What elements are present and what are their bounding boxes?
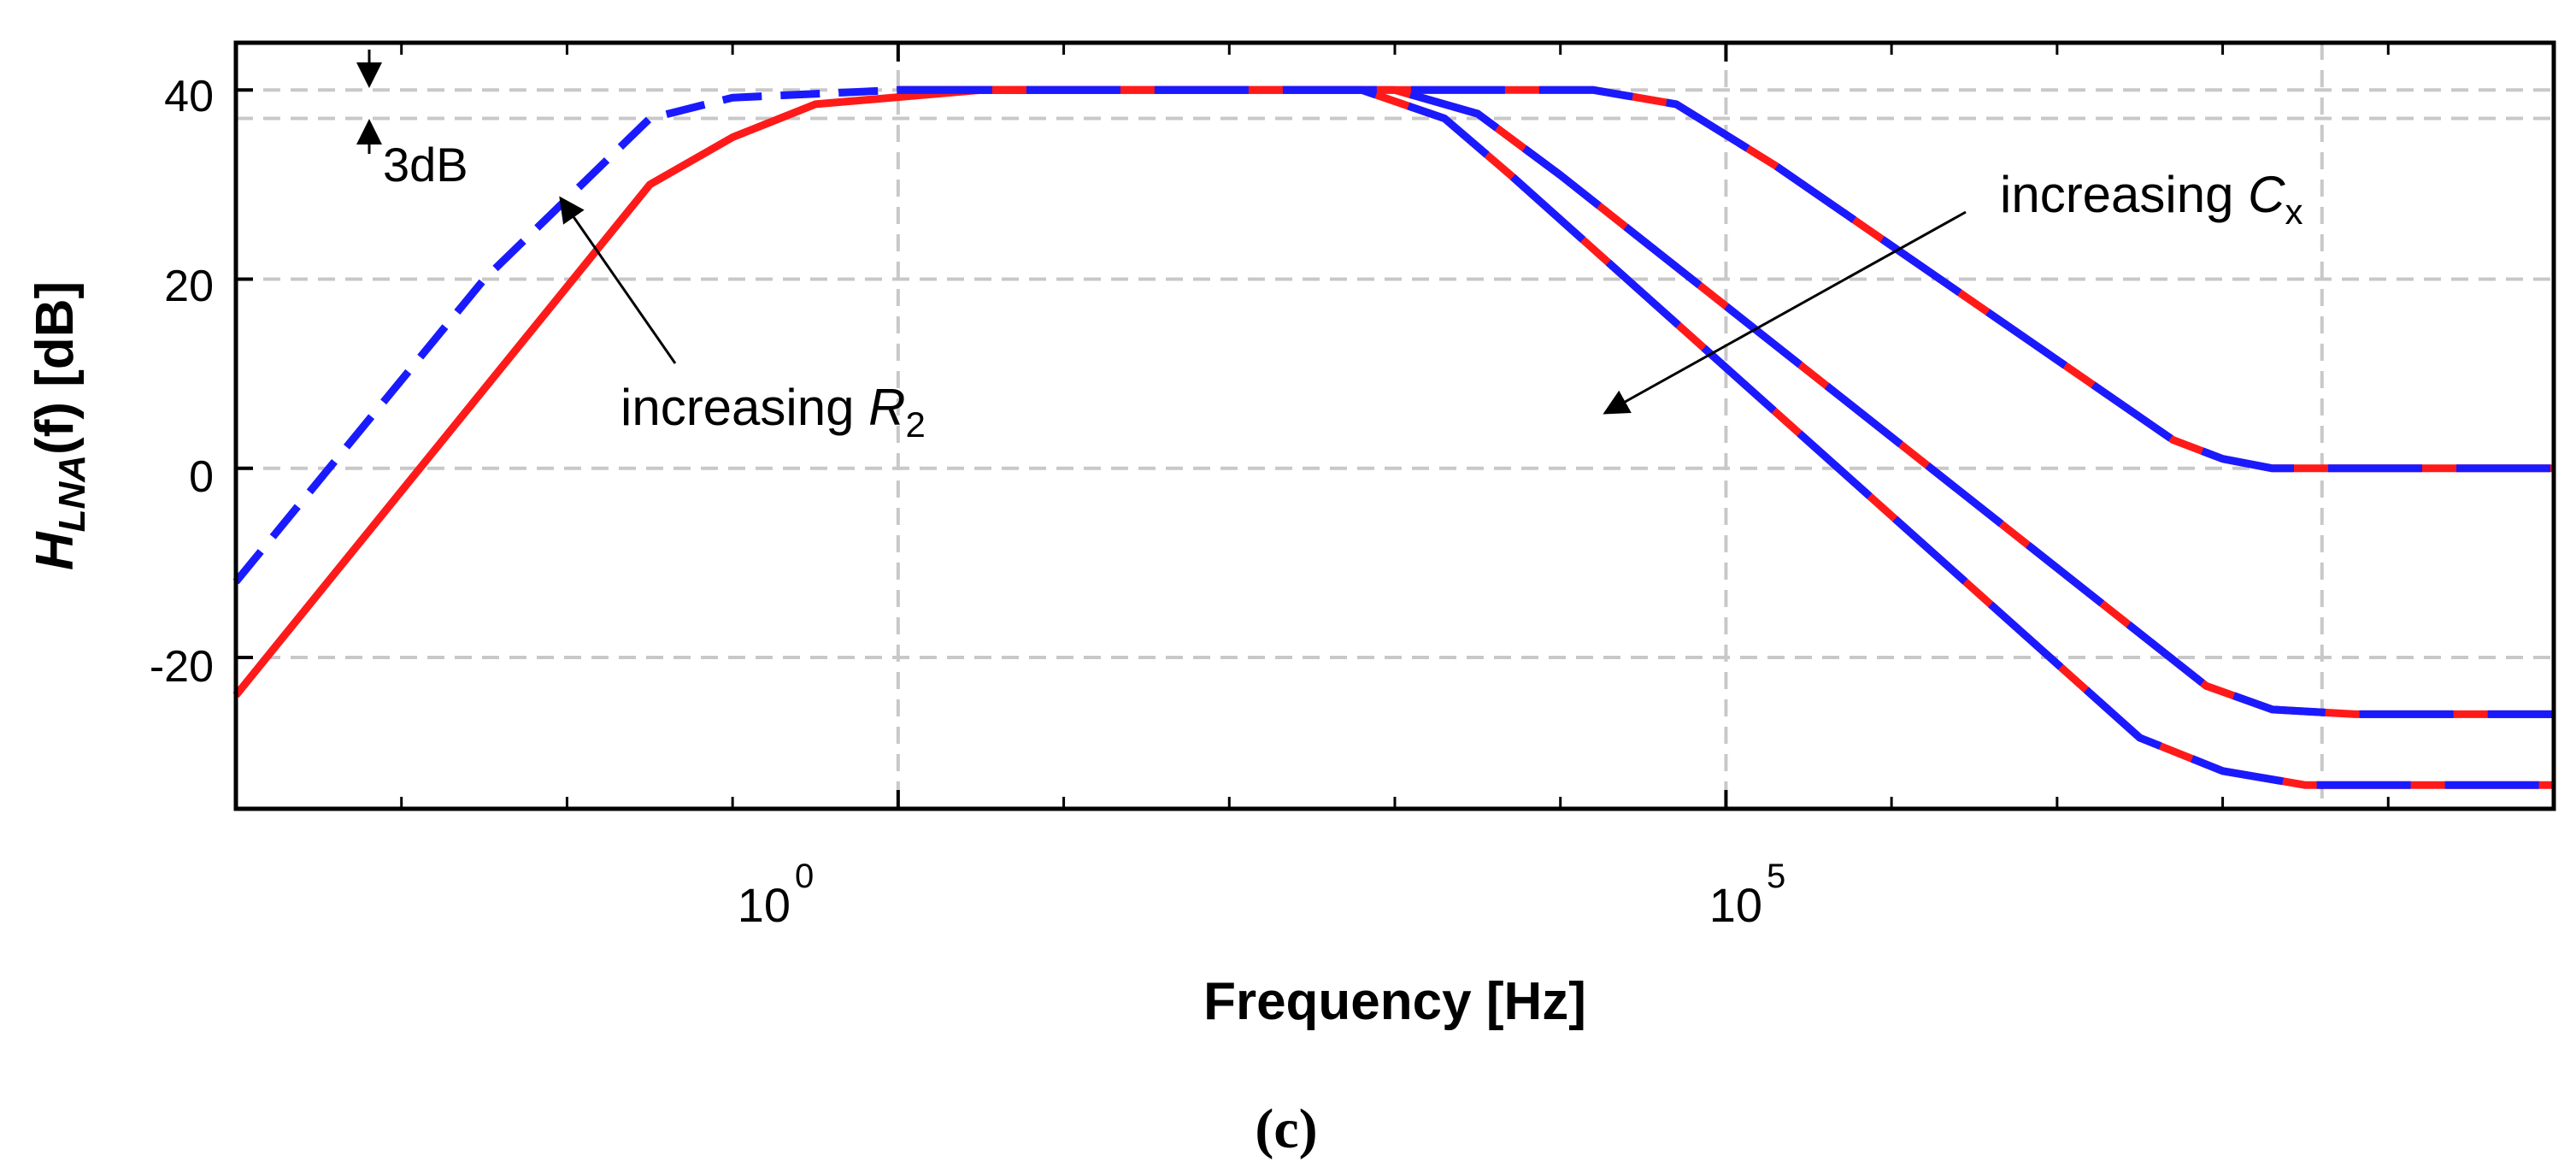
series-line-1 — [232, 85, 1064, 585]
annotation-cx-sub: x — [2285, 192, 2303, 232]
series-line-overlay-2 — [897, 85, 2554, 473]
y-tick-label-neg20: -20 — [150, 642, 214, 692]
annotation-increasing-cx: increasing Cx — [1603, 166, 2303, 415]
y-axis-title-arg: (f) — [26, 402, 85, 455]
y-tick-label-0: 0 — [189, 452, 214, 502]
series-line-overlay-4 — [897, 85, 2554, 789]
tick-layer — [236, 43, 2390, 809]
annotation-increasing-r2: increasing R2 — [559, 196, 926, 445]
series-layer — [232, 85, 2554, 789]
x-tick-label-10e5: 10 — [1709, 878, 1762, 932]
annotation-r2-sub: 2 — [906, 404, 926, 445]
x-axis-title: Frequency [Hz] — [1203, 972, 1586, 1031]
subfigure-label: (c) — [1255, 1098, 1317, 1160]
y-tick-label-20: 20 — [164, 262, 214, 311]
annotation-cx-arrow — [1603, 210, 1967, 415]
annotation-3db-label: 3dB — [383, 138, 468, 192]
y-axis-title: HLNA(f) [dB] — [26, 281, 93, 570]
annotation-3db: 3dB — [356, 50, 468, 192]
svg-text:increasing R2: increasing R2 — [620, 379, 926, 445]
y-axis-title-subscript: LNA — [51, 455, 93, 532]
x-tick-label-10e5-exponent: 5 — [1767, 858, 1785, 895]
y-axis-title-symbol: H — [26, 531, 85, 570]
svg-text:increasing Cx: increasing Cx — [2000, 166, 2303, 232]
y-axis-title-unit: [dB] — [26, 281, 85, 402]
grid-layer — [236, 43, 2554, 809]
x-tick-label-10e0-exponent: 0 — [795, 858, 814, 895]
series-line-overlay-3 — [897, 85, 2554, 718]
annotation-r2-var: R — [868, 379, 905, 436]
annotation-r2-prefix: increasing — [620, 379, 868, 436]
annotation-r2-arrow — [559, 196, 677, 364]
annotation-cx-prefix: increasing — [2000, 166, 2248, 223]
y-tick-label-40: 40 — [164, 72, 214, 121]
x-tick-label-10e0: 10 — [738, 878, 791, 932]
plot-frame — [233, 40, 2556, 811]
annotation-cx-var: C — [2248, 166, 2285, 223]
